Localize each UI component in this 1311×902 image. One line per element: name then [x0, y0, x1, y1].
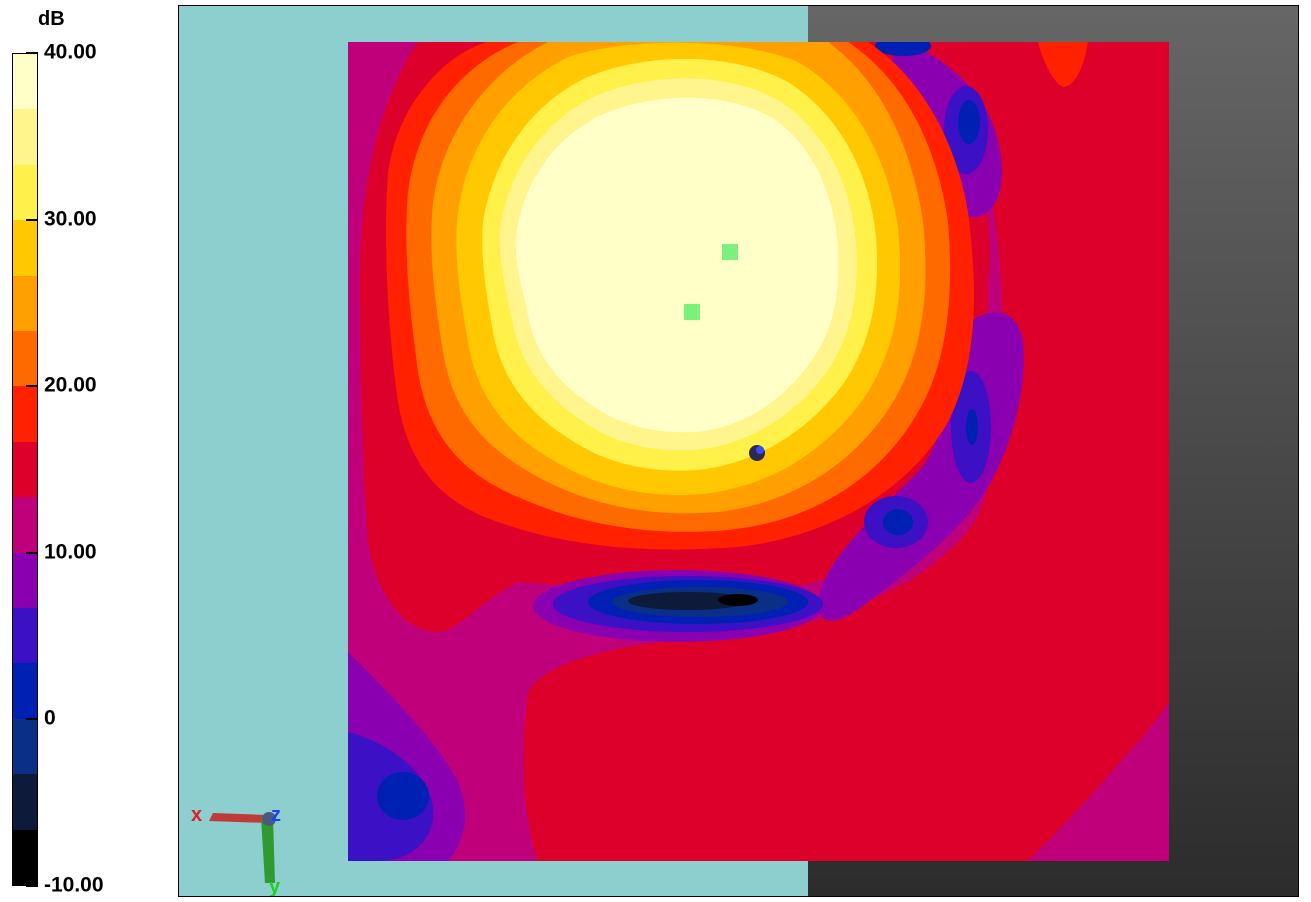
colorbar-band [13, 275, 37, 332]
contour-spike-top-right [1038, 42, 1088, 87]
colorbar-band [13, 54, 37, 110]
source-marker-2[interactable] [684, 304, 700, 320]
colorbar-band [13, 774, 37, 830]
legend-tick-mark [26, 551, 38, 554]
source-marker-1[interactable] [722, 244, 738, 260]
legend-tick-mark [26, 52, 38, 54]
colorbar-band [13, 552, 37, 609]
colorbar-band [13, 109, 37, 165]
x-axis-arrow [209, 813, 267, 823]
z-axis-arrow [262, 812, 276, 826]
colorbar-band [13, 164, 37, 221]
legend-tick-label: -10.00 [44, 873, 104, 897]
y-axis-arrow [261, 817, 275, 883]
legend-unit-label: dB [38, 8, 65, 30]
legend-tick-label: 10.00 [44, 540, 97, 564]
legend-tick-mark [26, 718, 38, 721]
probe-marker-highlight [756, 446, 764, 454]
3d-viewport[interactable]: x z y [178, 5, 1299, 897]
x-axis-label: x [191, 804, 202, 826]
axis-orientation-triad: x z y [191, 804, 281, 897]
contour-lobe-blue-bl [377, 772, 429, 820]
z-axis-label: z [271, 804, 281, 826]
colorbar-band [13, 386, 37, 442]
colorbar-band [13, 718, 37, 775]
colorbar-band [13, 663, 37, 719]
contour-chain-blue-1 [958, 100, 980, 144]
legend-tick-label: 20.00 [44, 373, 97, 397]
contour-chain-blue-top [875, 42, 931, 56]
legend-tick-label: 40.00 [44, 40, 97, 64]
colorbar-band [13, 608, 37, 664]
colorbar-band [13, 829, 37, 886]
legend-tick-label: 30.00 [44, 207, 97, 231]
legend-tick-label: 0 [44, 706, 56, 730]
y-axis-label: y [269, 876, 281, 897]
field-contour-plot[interactable] [348, 42, 1169, 861]
contour-chain-blue-2 [966, 409, 978, 445]
colorbar-legend: dB 40.00 30.00 20.00 10.00 0 -10.00 [0, 0, 178, 902]
contour-well-black [718, 594, 758, 606]
colorbar [12, 53, 38, 886]
contour-well-dark [628, 592, 748, 610]
colorbar-band [13, 497, 37, 553]
contour-chain-blue-3 [883, 509, 913, 535]
legend-tick-mark [26, 218, 38, 221]
colorbar-band [13, 331, 37, 387]
colorbar-band [13, 220, 37, 276]
legend-tick-mark [26, 885, 38, 887]
contour-lobe-38db [515, 97, 839, 433]
colorbar-band [13, 441, 37, 498]
legend-tick-mark [26, 385, 38, 388]
contour-band-red-bottom [527, 472, 1169, 861]
